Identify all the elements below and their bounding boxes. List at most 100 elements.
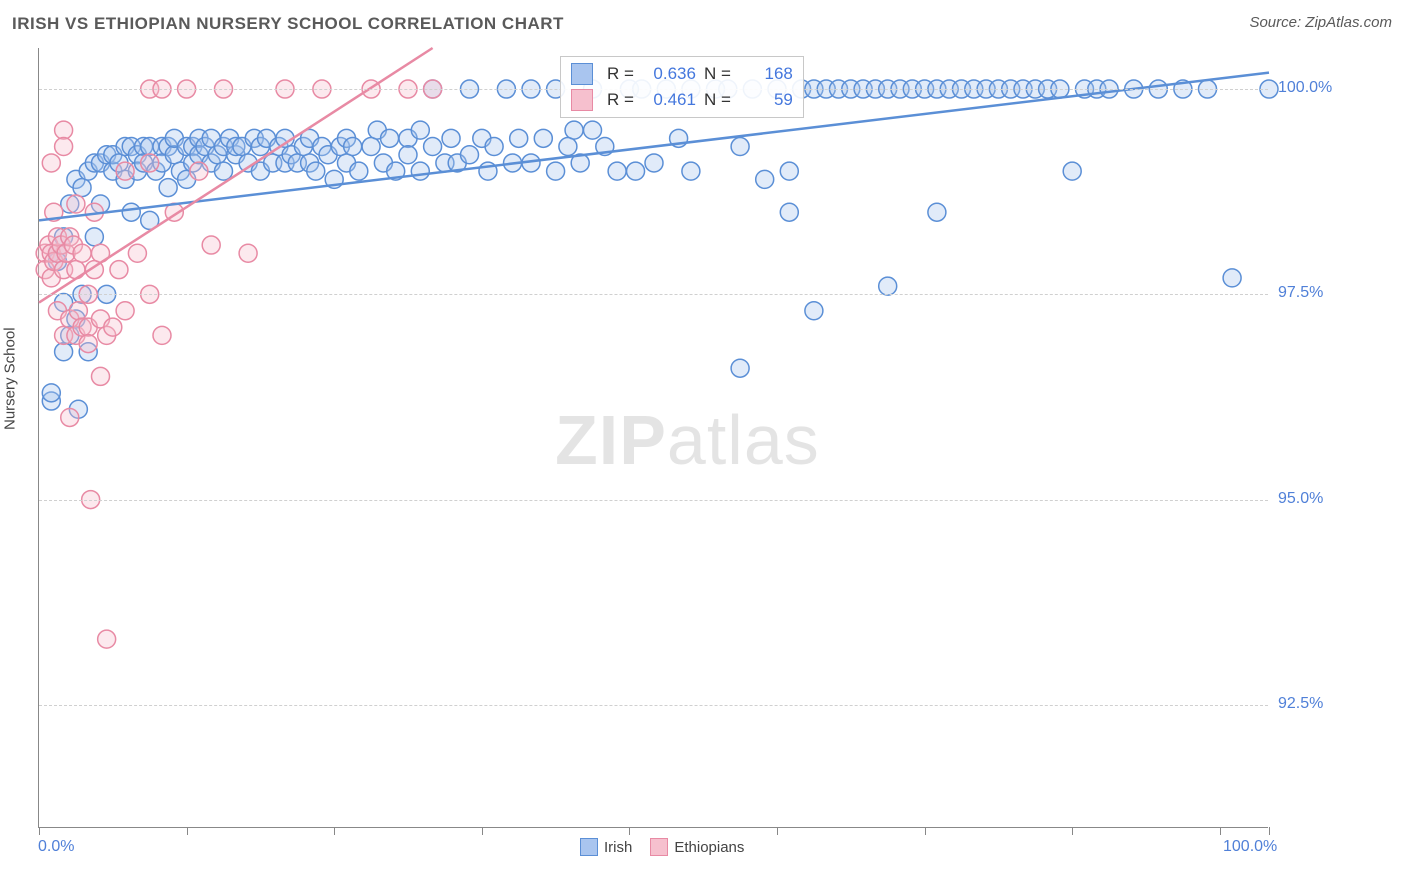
scatter-marker: [344, 138, 362, 156]
legend-n-label: N =: [704, 90, 731, 110]
scatter-marker: [485, 138, 503, 156]
scatter-marker: [202, 236, 220, 254]
scatter-marker: [307, 162, 325, 180]
series-legend: Irish Ethiopians: [580, 838, 744, 856]
legend-n-label: N =: [704, 64, 731, 84]
x-tick: [1269, 827, 1270, 835]
scatter-marker: [190, 162, 208, 180]
y-tick-label: 95.0%: [1278, 490, 1323, 508]
scatter-marker: [584, 121, 602, 139]
scatter-marker: [55, 343, 73, 361]
scatter-marker: [1063, 162, 1081, 180]
legend-n-value: 168: [739, 64, 793, 84]
scatter-marker: [153, 326, 171, 344]
x-tick: [777, 827, 778, 835]
scatter-marker: [79, 335, 97, 353]
gridline: [39, 705, 1268, 706]
scatter-marker: [780, 162, 798, 180]
scatter-marker: [73, 179, 91, 197]
scatter-marker: [399, 146, 417, 164]
scatter-svg: [39, 48, 1268, 827]
legend-label: Ethiopians: [674, 839, 744, 856]
scatter-marker: [98, 630, 116, 648]
scatter-marker: [73, 244, 91, 262]
scatter-marker: [61, 408, 79, 426]
scatter-marker: [159, 179, 177, 197]
x-tick: [187, 827, 188, 835]
scatter-marker: [682, 162, 700, 180]
scatter-marker: [627, 162, 645, 180]
legend-swatch-irish: [580, 838, 598, 856]
x-tick: [39, 827, 40, 835]
scatter-marker: [559, 138, 577, 156]
legend-n-value: 59: [739, 90, 793, 110]
scatter-marker: [215, 162, 233, 180]
source-attribution: Source: ZipAtlas.com: [1249, 14, 1392, 31]
scatter-marker: [110, 261, 128, 279]
scatter-marker: [116, 162, 134, 180]
scatter-marker: [442, 129, 460, 147]
scatter-marker: [104, 318, 122, 336]
y-tick-label: 92.5%: [1278, 695, 1323, 713]
scatter-marker: [85, 228, 103, 246]
legend-r-label: R =: [607, 64, 634, 84]
x-tick-label: 0.0%: [38, 838, 74, 856]
legend-swatch-irish: [571, 63, 593, 85]
scatter-marker: [42, 154, 60, 172]
scatter-marker: [67, 195, 85, 213]
scatter-marker: [239, 244, 257, 262]
x-tick: [1072, 827, 1073, 835]
scatter-marker: [780, 203, 798, 221]
correlation-legend-box: R = 0.636 N = 168 R = 0.461 N = 59: [560, 56, 804, 118]
scatter-marker: [879, 277, 897, 295]
scatter-marker: [55, 138, 73, 156]
scatter-marker: [128, 244, 146, 262]
scatter-marker: [411, 162, 429, 180]
scatter-marker: [731, 138, 749, 156]
scatter-marker: [116, 302, 134, 320]
scatter-marker: [547, 162, 565, 180]
legend-item-irish: Irish: [580, 838, 632, 856]
legend-row-ethiopians: R = 0.461 N = 59: [571, 87, 793, 113]
scatter-marker: [69, 302, 87, 320]
scatter-marker: [805, 302, 823, 320]
gridline: [39, 500, 1268, 501]
chart-plot-area: [38, 48, 1268, 828]
x-tick-label: 100.0%: [1223, 838, 1277, 856]
scatter-marker: [510, 129, 528, 147]
legend-swatch-ethiopians: [650, 838, 668, 856]
scatter-marker: [534, 129, 552, 147]
y-axis-title: Nursery School: [2, 327, 19, 430]
legend-r-value: 0.461: [642, 90, 696, 110]
y-tick-label: 97.5%: [1278, 284, 1323, 302]
scatter-marker: [362, 138, 380, 156]
x-tick: [334, 827, 335, 835]
scatter-marker: [381, 129, 399, 147]
x-tick: [482, 827, 483, 835]
scatter-marker: [122, 203, 140, 221]
y-tick-label: 100.0%: [1278, 79, 1332, 97]
chart-title: IRISH VS ETHIOPIAN NURSERY SCHOOL CORREL…: [12, 14, 564, 34]
legend-r-label: R =: [607, 90, 634, 110]
x-tick: [1220, 827, 1221, 835]
scatter-marker: [645, 154, 663, 172]
legend-label: Irish: [604, 839, 632, 856]
scatter-marker: [141, 154, 159, 172]
legend-r-value: 0.636: [642, 64, 696, 84]
gridline: [39, 294, 1268, 295]
scatter-marker: [42, 384, 60, 402]
trend-line: [39, 48, 433, 303]
scatter-marker: [731, 359, 749, 377]
scatter-marker: [350, 162, 368, 180]
scatter-marker: [565, 121, 583, 139]
legend-item-ethiopians: Ethiopians: [650, 838, 744, 856]
scatter-marker: [411, 121, 429, 139]
scatter-marker: [608, 162, 626, 180]
scatter-marker: [461, 146, 479, 164]
scatter-marker: [756, 170, 774, 188]
scatter-marker: [928, 203, 946, 221]
legend-swatch-ethiopians: [571, 89, 593, 111]
x-tick: [629, 827, 630, 835]
legend-row-irish: R = 0.636 N = 168: [571, 61, 793, 87]
scatter-marker: [424, 138, 442, 156]
